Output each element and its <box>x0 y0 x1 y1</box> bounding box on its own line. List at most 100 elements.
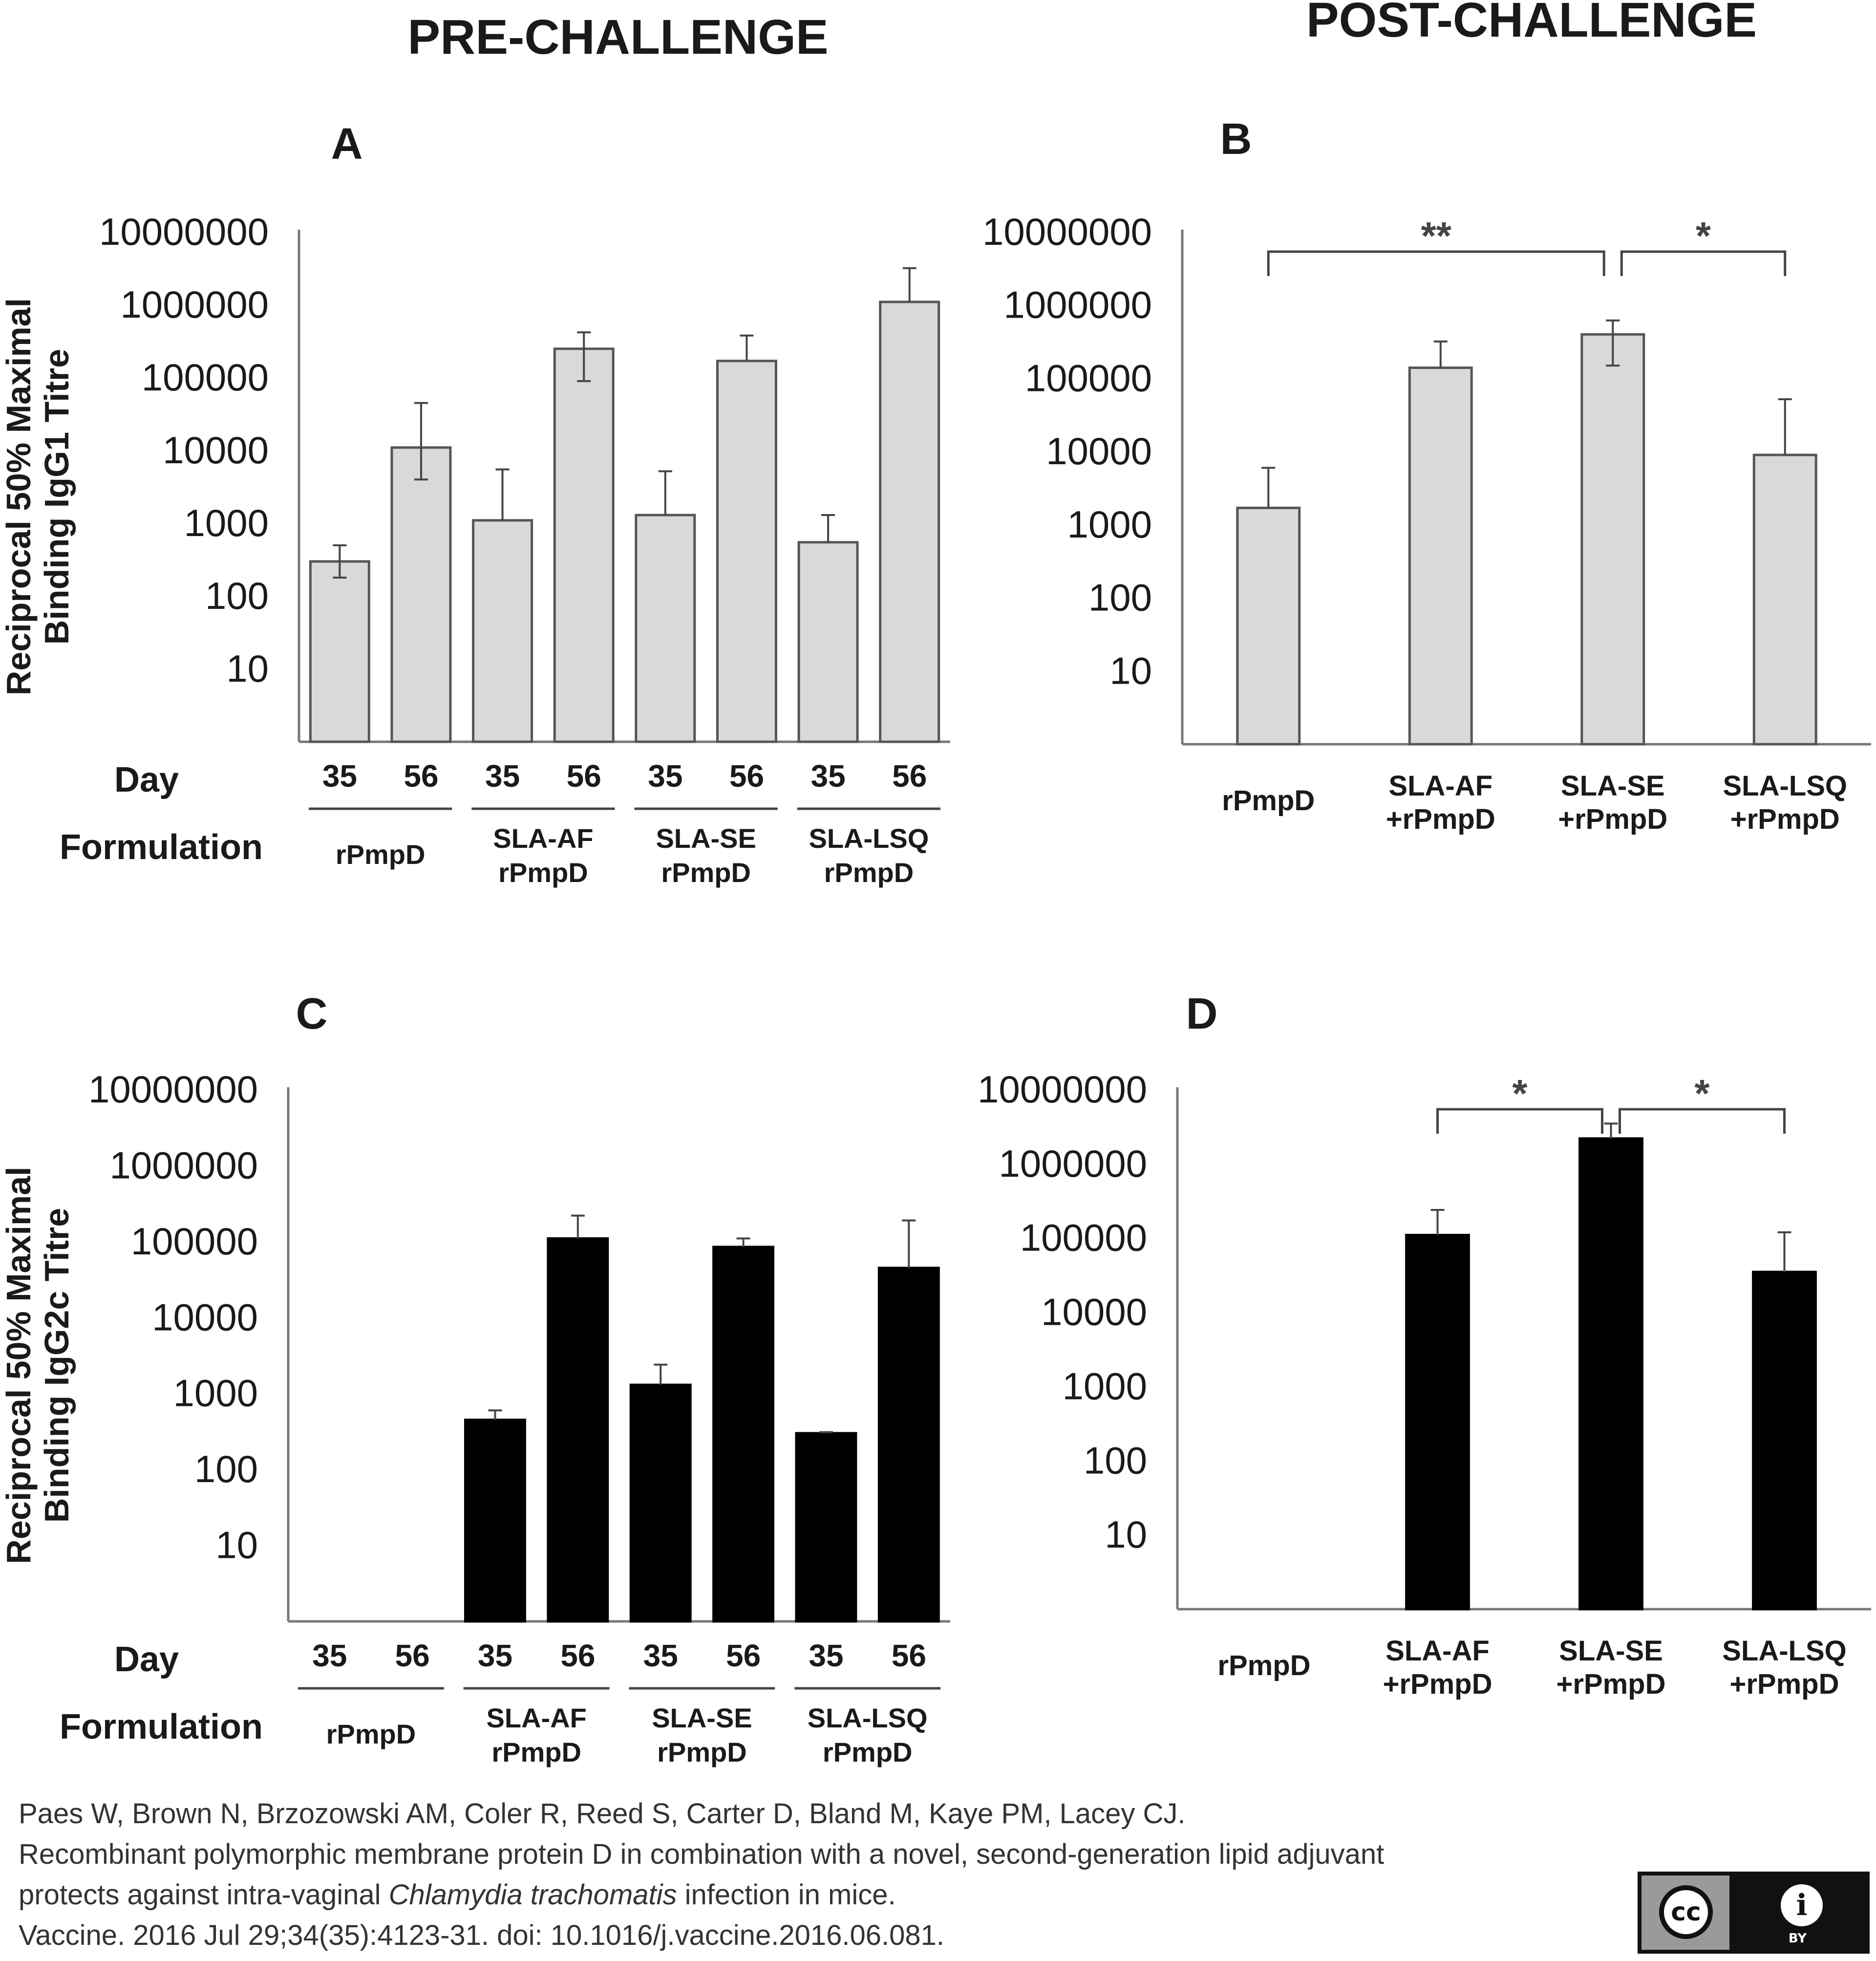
y-tick-label: 10 <box>215 1524 258 1567</box>
formulation-group-label: SLA-AF <box>493 823 593 854</box>
bar <box>390 446 452 743</box>
formulation-group-label: rPmpD <box>661 857 751 888</box>
formulation-group-label: SLA-LSQ <box>809 823 929 854</box>
panel-label-d: D <box>1186 990 1218 1038</box>
category-label: SLA-LSQ <box>1722 1635 1847 1667</box>
significance-label: ** <box>1421 214 1452 258</box>
y-tick-label: 10000000 <box>99 210 269 253</box>
bar <box>879 301 940 743</box>
formulation-group-label: rPmpD <box>824 857 914 888</box>
y-tick-label: 1000000 <box>120 283 269 326</box>
formulation-group-label: rPmpD <box>823 1737 913 1767</box>
formulation-group-label: rPmpD <box>336 839 426 870</box>
pre-challenge-header: PRE-CHALLENGE <box>407 10 828 65</box>
formulation-group-label: SLA-AF <box>486 1702 586 1733</box>
category-label: SLA-SE <box>1559 1635 1663 1667</box>
bar <box>553 347 615 743</box>
citation-journal: Vaccine. 2016 Jul 29;34(35):4123-31. doi… <box>19 1919 944 1951</box>
significance-bracket <box>1436 1108 1603 1134</box>
y-tick-label: 10000 <box>1046 430 1152 473</box>
y-tick-label: 1000 <box>1062 1364 1147 1407</box>
category-label: +rPmpD <box>1730 803 1840 835</box>
y-tick-label: 10000000 <box>88 1068 258 1111</box>
y-axis-title-line: Reciprocal 50% Maximal <box>0 298 38 695</box>
day-tick-label: 35 <box>810 758 845 794</box>
category-label: SLA-SE <box>1561 770 1665 802</box>
y-tick-label: 100000 <box>1025 356 1152 399</box>
category-label: +rPmpD <box>1556 1668 1665 1700</box>
day-tick-label: 35 <box>322 758 357 794</box>
bar <box>795 1432 857 1623</box>
y-tick-label: 10 <box>226 647 269 690</box>
bar <box>464 1419 526 1623</box>
day-row-label: Day <box>114 1640 179 1679</box>
day-row-label: Day <box>114 760 179 799</box>
bar <box>712 1246 775 1623</box>
y-tick-label: 10000000 <box>982 210 1152 253</box>
category-label: +rPmpD <box>1383 1668 1492 1700</box>
bar <box>1236 506 1301 746</box>
attribution-icon: i <box>1781 1884 1823 1926</box>
bar <box>1578 1137 1643 1611</box>
significance-label: * <box>1694 1072 1710 1115</box>
y-tick-label: 1000 <box>184 501 269 544</box>
y-tick-label: 100 <box>1084 1439 1147 1482</box>
formulation-group-label: SLA-SE <box>652 1702 752 1733</box>
day-tick-label: 35 <box>648 758 682 794</box>
citation: Paes W, Brown N, Brzozowski AM, Coler R,… <box>19 1793 1582 1956</box>
formulation-group-label: rPmpD <box>657 1737 747 1767</box>
by-label: BY <box>1788 1931 1807 1946</box>
category-label: rPmpD <box>1217 1650 1310 1681</box>
significance-label: * <box>1512 1072 1528 1115</box>
bar <box>629 1383 692 1623</box>
figure: PRE-CHALLENGE POST-CHALLENGE A 10000000 10… <box>0 0 1871 1767</box>
cc-icon: cc <box>1659 1885 1713 1939</box>
bar <box>797 541 859 743</box>
day-tick-label: 35 <box>485 758 520 794</box>
day-tick-label: 56 <box>567 758 601 794</box>
y-tick-label: 100 <box>205 574 269 617</box>
formulation-row-label: Formulation <box>60 828 263 867</box>
formulation-group-label: rPmpD <box>326 1719 416 1749</box>
bar <box>716 360 777 743</box>
bar <box>877 1267 940 1623</box>
y-tick-label: 100 <box>194 1447 258 1490</box>
formulation-row-label: Formulation <box>60 1707 263 1746</box>
y-tick-label: 100000 <box>1020 1216 1147 1259</box>
y-tick-label: 10 <box>1105 1513 1147 1556</box>
y-tick-label: 1000 <box>1067 503 1152 546</box>
significance-bracket <box>1619 1108 1786 1134</box>
category-label: SLA-AF <box>1386 1635 1490 1667</box>
day-tick-label: 56 <box>729 758 764 794</box>
category-label: SLA-LSQ <box>1723 770 1847 802</box>
y-tick-label: 10 <box>1109 649 1152 692</box>
y-axis-title-line: Binding IgG2c Titre <box>38 1208 76 1523</box>
day-tick-label: 56 <box>560 1638 595 1673</box>
y-tick-label: 10000 <box>152 1295 258 1338</box>
citation-title-1: Recombinant polymorphic membrane protein… <box>19 1838 1385 1870</box>
day-tick-label: 56 <box>395 1638 429 1673</box>
category-label: +rPmpD <box>1558 803 1667 835</box>
y-tick-label: 10000000 <box>978 1068 1147 1111</box>
panel-label-c: C <box>296 990 328 1038</box>
bar <box>547 1237 609 1623</box>
y-tick-label: 100000 <box>131 1220 258 1263</box>
panel-a-chart: A 10000000 1000000 100000 10000 1000 100 10 Reci… <box>0 120 950 888</box>
day-tick-label: 35 <box>643 1638 678 1673</box>
y-tick-label: 1000000 <box>999 1142 1147 1185</box>
cc-by-license-badge: cc i BY <box>1638 1872 1870 1954</box>
panel-c-chart: C 10000000 1000000 100000 10000 1000 100 10 Reci… <box>0 990 950 1767</box>
significance-label: * <box>1696 214 1711 258</box>
panel-label-a: A <box>331 120 363 169</box>
day-tick-label: 35 <box>809 1638 843 1673</box>
y-axis-title-line: Binding IgG1 Titre <box>38 349 76 645</box>
citation-title-2: protects against intra-vaginal Chlamydia… <box>19 1879 896 1911</box>
day-tick-label: 56 <box>892 758 927 794</box>
citation-authors: Paes W, Brown N, Brzozowski AM, Coler R,… <box>19 1798 1186 1830</box>
bar <box>309 560 370 743</box>
category-label: rPmpD <box>1222 785 1315 817</box>
bar <box>1408 366 1473 746</box>
formulation-group-label: SLA-LSQ <box>808 1702 928 1733</box>
y-tick-label: 100000 <box>142 356 269 399</box>
significance-bracket <box>1620 250 1787 276</box>
